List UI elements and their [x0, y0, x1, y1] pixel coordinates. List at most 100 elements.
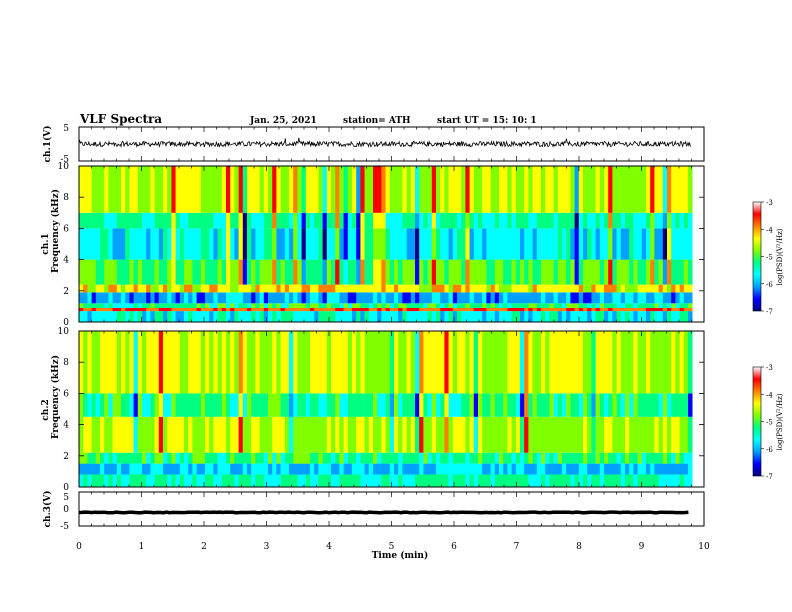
spectrogram-cell-1-45-5	[268, 259, 273, 285]
spectrogram-cell-2-112-2	[549, 452, 554, 464]
spectrogram-cell-1-7-3	[108, 292, 113, 304]
spectrogram-cell-1-90-4	[457, 284, 462, 293]
spectrogram-cell-2-145-3	[688, 416, 693, 453]
spectrogram-cell-1-126-6	[608, 228, 613, 260]
spec1-ytick-label-0: 0	[63, 318, 69, 328]
ch1-colorbar-scale	[752, 201, 762, 312]
spectrogram-cell-1-110-0	[541, 311, 546, 322]
spectrogram-cell-1-52-1	[297, 308, 302, 312]
spectrogram-cell-1-103-1	[511, 308, 517, 312]
spectrogram-cell-2-8-0	[112, 474, 118, 487]
spectrogram-cell-2-63-2	[343, 452, 349, 464]
spectrogram-cell-2-93-5	[469, 331, 475, 394]
spectrogram-cell-1-52-0	[297, 311, 302, 322]
spectrogram-cell-2-132-4	[633, 393, 638, 417]
spectrogram-cell-2-128-1	[616, 463, 622, 475]
spectrogram-cell-2-97-4	[486, 393, 491, 417]
spectrogram-cell-1-73-8	[385, 166, 391, 213]
spectrogram-cell-1-93-2	[469, 303, 475, 308]
spectrogram-cell-1-59-3	[326, 292, 332, 304]
spectrogram-cell-2-140-0	[667, 474, 672, 487]
spectrogram-cell-2-143-2	[679, 452, 685, 464]
spectrogram-cell-1-74-7	[389, 212, 395, 229]
ch3-ylabel: ch.3(V)	[42, 491, 53, 528]
spectrogram-cell-1-136-2	[650, 303, 655, 308]
spectrogram-cell-2-33-1	[217, 463, 223, 475]
spectrogram-cell-1-111-1	[545, 308, 550, 312]
spectrogram-cell-1-85-4	[436, 284, 441, 293]
spectrogram-cell-2-44-3	[263, 416, 269, 453]
spectrogram-cell-1-93-5	[469, 259, 475, 285]
spectrogram-cell-1-61-0	[335, 311, 340, 322]
spectrogram-cell-2-90-1	[457, 463, 462, 475]
spectrogram-cell-1-35-5	[226, 259, 231, 285]
spectrogram-cell-1-120-2	[583, 303, 588, 308]
spectrogram-cell-1-75-2	[394, 303, 399, 308]
spectrogram-cell-2-64-4	[347, 393, 353, 417]
spectrogram-cell-1-25-3	[184, 292, 189, 304]
spectrogram-cell-2-18-4	[154, 393, 160, 417]
spectrogram-cell-1-47-6	[276, 228, 281, 260]
spectrogram-cell-1-56-7	[314, 212, 319, 229]
spectrogram-cell-1-68-7	[364, 212, 370, 229]
spectrogram-cell-2-59-4	[326, 393, 332, 417]
spectrogram-cell-1-128-3	[616, 292, 622, 304]
spectrogram-cell-2-46-4	[272, 393, 277, 417]
spectrogram-cell-2-96-5	[482, 331, 487, 394]
spectrogram-cell-2-99-1	[494, 463, 500, 475]
spectrogram-cell-2-125-5	[604, 331, 609, 394]
spectrogram-cell-1-13-7	[133, 212, 139, 229]
ch3-ytick-middle: 0	[63, 505, 69, 515]
spectrogram-cell-1-121-1	[587, 308, 592, 312]
spectrogram-cell-1-11-6	[125, 228, 130, 260]
spectrogram-cell-1-126-2	[608, 303, 613, 308]
spectrogram-cell-1-39-2	[242, 303, 248, 308]
spectrogram-cell-2-62-2	[339, 452, 344, 464]
spectrogram-cell-1-79-7	[410, 212, 416, 229]
spectrogram-cell-2-117-3	[570, 416, 575, 453]
spectrogram-cell-2-76-3	[398, 416, 403, 453]
spectrogram-cell-1-127-1	[612, 308, 617, 312]
spectrogram-cell-1-13-4	[133, 284, 139, 293]
spectrogram-cell-2-43-4	[259, 393, 265, 417]
spectrogram-cell-2-69-3	[368, 416, 374, 453]
spectrogram-cell-1-138-8	[658, 166, 664, 213]
spec2-ytick-label-5: 10	[58, 327, 70, 337]
spectrogram-cell-1-17-5	[150, 259, 155, 285]
spectrogram-cell-1-109-2	[536, 303, 542, 308]
spectrogram-cell-1-92-2	[465, 303, 470, 308]
spectrogram-cell-1-40-7	[247, 212, 252, 229]
spectrogram-cell-2-47-2	[276, 452, 281, 464]
spectrogram-cell-2-60-1	[331, 463, 336, 475]
spectrogram-cell-1-130-2	[625, 303, 630, 308]
spectrogram-cell-1-132-0	[633, 311, 638, 322]
colorbar1-tick-label-3: -6	[766, 281, 773, 289]
spectrogram-cell-1-56-1	[314, 308, 319, 312]
spectrogram-cell-1-30-8	[205, 166, 210, 213]
spectrogram-cell-1-22-1	[171, 308, 176, 312]
spectrogram-cell-1-141-8	[671, 166, 676, 213]
spectrogram-cell-1-132-7	[633, 212, 638, 229]
spectrogram-cell-1-72-4	[381, 284, 386, 293]
time-tick-label-4: 4	[326, 542, 332, 552]
spectrogram-cell-1-129-4	[620, 284, 626, 293]
spectrogram-cell-1-131-6	[629, 228, 634, 260]
spectrogram-cell-1-34-4	[221, 284, 227, 293]
spectrogram-cell-1-72-5	[381, 259, 386, 285]
spectrogram-cell-1-35-8	[226, 166, 231, 213]
spectrogram-cell-1-116-1	[566, 308, 571, 312]
spectrogram-cell-2-58-5	[322, 331, 328, 394]
spectrogram-cell-2-7-1	[108, 463, 113, 475]
spectrogram-cell-1-53-2	[301, 303, 307, 308]
spectrogram-cell-2-1-3	[83, 416, 88, 453]
spectrogram-cell-1-143-0	[679, 311, 685, 322]
spectrogram-cell-1-75-3	[394, 292, 399, 304]
spectrogram-cell-1-102-3	[507, 292, 512, 304]
spectrogram-cell-2-127-5	[612, 331, 617, 394]
spectrogram-cell-1-100-5	[499, 259, 504, 285]
spectrogram-cell-2-129-0	[620, 474, 626, 487]
spectrogram-cell-2-113-2	[553, 452, 559, 464]
spectrogram-cell-1-88-2	[448, 303, 454, 308]
spectrogram-cell-2-73-4	[385, 393, 391, 417]
spectrogram-cell-1-59-6	[326, 228, 332, 260]
